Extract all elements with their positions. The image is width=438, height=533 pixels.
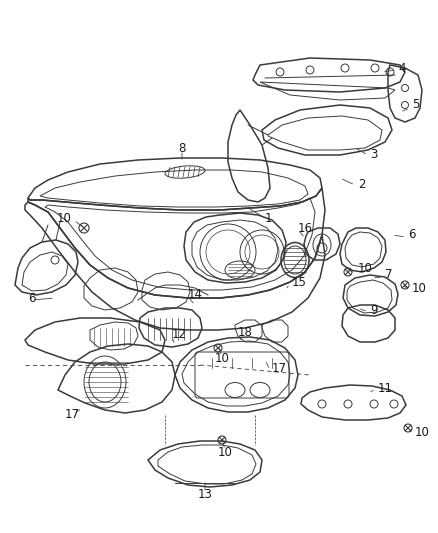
Text: 12: 12 xyxy=(172,328,187,342)
Text: 15: 15 xyxy=(292,276,307,288)
Text: 7: 7 xyxy=(385,269,392,281)
Text: 6: 6 xyxy=(28,292,35,304)
Text: 4: 4 xyxy=(398,61,406,75)
Text: 17: 17 xyxy=(272,361,287,375)
Text: 18: 18 xyxy=(238,326,253,338)
Text: 1: 1 xyxy=(265,212,272,224)
Text: 11: 11 xyxy=(378,382,393,394)
Text: 16: 16 xyxy=(298,222,313,235)
Text: 10: 10 xyxy=(415,425,430,439)
Text: 14: 14 xyxy=(188,288,203,302)
Text: 17: 17 xyxy=(64,408,80,422)
Text: 10: 10 xyxy=(412,281,427,295)
Text: 13: 13 xyxy=(198,489,212,502)
Text: 5: 5 xyxy=(412,99,419,111)
Text: 10: 10 xyxy=(57,212,72,224)
Text: 3: 3 xyxy=(370,149,378,161)
Text: 10: 10 xyxy=(358,262,373,274)
Text: 6: 6 xyxy=(408,229,416,241)
Text: 10: 10 xyxy=(218,446,233,458)
Text: 2: 2 xyxy=(358,179,365,191)
Text: 8: 8 xyxy=(178,141,186,155)
Text: 10: 10 xyxy=(215,351,230,365)
Text: 9: 9 xyxy=(370,303,378,317)
